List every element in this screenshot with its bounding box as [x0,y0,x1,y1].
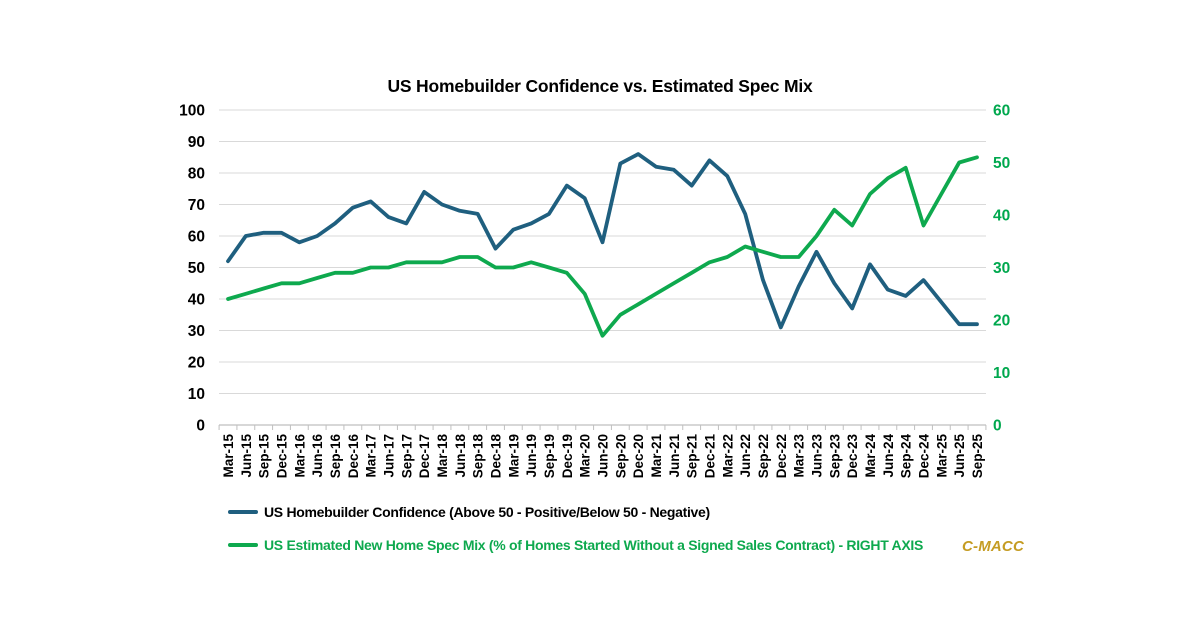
x-axis-category-label: Mar-18 [435,434,450,478]
x-axis-category-label: Mar-24 [863,434,878,478]
legend-label-spec-mix: US Estimated New Home Spec Mix (% of Hom… [264,537,923,553]
confidence-line [226,152,979,330]
x-axis-category-label: Sep-22 [756,434,771,478]
left-axis-tick-label: 90 [188,134,205,151]
x-axis-category-label: Jun-23 [810,434,825,478]
spec-mix-line-swatch-icon [228,542,258,548]
right-axis-tick-label: 0 [993,418,1002,435]
left-axis-tick-label: 30 [188,323,205,340]
x-axis-category-label: Mar-15 [221,434,236,478]
right-axis-tick-label: 10 [993,365,1010,382]
x-axis-category-label: Dec-17 [417,434,432,478]
x-axis-category-label: Jun-24 [881,434,896,478]
x-axis-category-label: Dec-19 [560,434,575,478]
legend-label-confidence: US Homebuilder Confidence (Above 50 - Po… [264,504,710,520]
x-axis-category-label: Mar-22 [720,434,735,478]
x-axis-category-label: Dec-22 [774,434,789,478]
right-axis-tick-label: 60 [993,103,1010,120]
x-axis-category-label: Dec-15 [275,434,290,479]
legend-item-confidence: US Homebuilder Confidence (Above 50 - Po… [228,503,710,521]
x-axis-category-label: Sep-19 [542,434,557,478]
x-axis-category-label: Mar-19 [506,434,521,478]
x-axis-category-label: Jun-20 [596,434,611,478]
x-axis-category-label: Sep-16 [328,434,343,479]
x-axis-category-label: Jun-19 [524,434,539,478]
x-axis-category-label: Jun-17 [382,434,397,478]
right-axis-tick-label: 30 [993,260,1010,277]
x-axis-category-label: Sep-15 [257,434,272,479]
x-axis-category-label: Dec-24 [917,434,932,479]
left-axis-tick-label: 0 [196,418,205,435]
x-axis-category-label: Mar-20 [578,434,593,478]
x-axis-category-label: Dec-21 [703,434,718,479]
left-axis-tick-label: 60 [188,229,205,246]
left-axis-tick-label: 50 [188,260,205,277]
x-axis-category-label: Mar-23 [792,434,807,478]
x-axis-category-label: Jun-22 [738,434,753,478]
x-axis-category-label: Sep-20 [613,434,628,478]
x-axis-category-label: Jun-15 [239,434,254,478]
x-axis-category-label: Sep-17 [399,434,414,478]
legend-item-spec-mix: US Estimated New Home Spec Mix (% of Hom… [228,536,923,554]
confidence-line-swatch-icon [228,509,258,515]
x-axis-category-label: Mar-21 [649,434,664,478]
x-axis-category-label: Sep-23 [827,434,842,479]
x-axis-category-label: Mar-17 [364,434,379,478]
left-axis-tick-label: 20 [188,355,205,372]
x-axis-category-label: Mar-25 [934,434,949,478]
spec-mix-line [226,155,979,338]
x-axis-category-label: Jun-25 [952,434,967,478]
x-axis-category-label: Jun-21 [667,434,682,478]
x-axis-category-label: Sep-21 [685,434,700,479]
right-axis-tick-label: 40 [993,208,1010,225]
left-axis-tick-label: 70 [188,197,205,214]
left-axis-tick-label: 10 [188,386,205,403]
x-axis-category-label: Jun-18 [453,434,468,478]
left-axis-tick-label: 40 [188,292,205,309]
x-axis-category-label: Sep-24 [899,434,914,479]
x-axis-category-label: Dec-18 [489,434,504,479]
x-axis-category-label: Dec-20 [631,434,646,478]
x-axis-category-label: Sep-18 [471,434,486,479]
x-axis-category-label: Dec-16 [346,434,361,479]
x-axis-category-label: Dec-23 [845,434,860,479]
cmacc-watermark: C-MACC [961,538,1024,555]
left-axis-tick-label: 80 [188,166,205,183]
right-axis-tick-label: 50 [993,155,1010,172]
x-axis-category-label: Sep-25 [970,434,985,479]
right-axis-tick-label: 20 [993,313,1010,330]
left-axis-tick-label: 100 [179,103,205,120]
x-axis-category-label: Jun-16 [310,434,325,478]
x-axis-category-label: Mar-16 [292,434,307,478]
chart-title: US Homebuilder Confidence vs. Estimated … [387,76,813,96]
